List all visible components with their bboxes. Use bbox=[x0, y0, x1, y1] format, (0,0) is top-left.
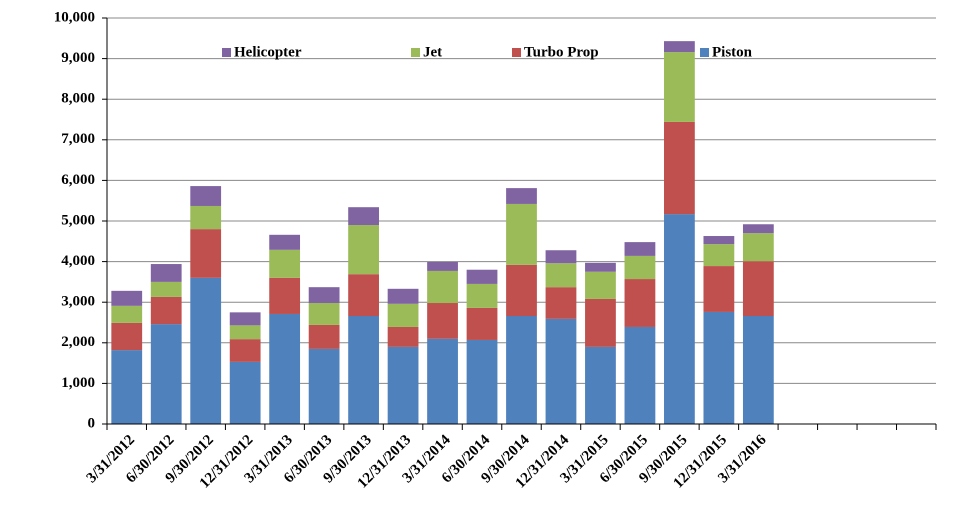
bar-segment bbox=[190, 277, 222, 424]
y-tick-label: 7,000 bbox=[61, 131, 95, 147]
y-tick-label: 1,000 bbox=[61, 375, 95, 391]
bar-segment bbox=[624, 242, 656, 256]
legend-label: Jet bbox=[423, 44, 442, 60]
bar-segment bbox=[348, 225, 379, 275]
bar-segment bbox=[111, 350, 143, 424]
bar-segment bbox=[427, 262, 458, 271]
bar-segment bbox=[387, 346, 419, 424]
bar-segment bbox=[387, 303, 419, 327]
bar-segment bbox=[506, 188, 537, 204]
bar-segment bbox=[269, 277, 301, 314]
bar-segment bbox=[585, 346, 616, 424]
bar-segment bbox=[190, 205, 222, 230]
bar-segment bbox=[229, 361, 261, 424]
bar-segment bbox=[664, 121, 695, 215]
y-tick-label: 8,000 bbox=[61, 91, 95, 107]
bar-segment bbox=[624, 326, 656, 424]
legend-label: Piston bbox=[712, 44, 753, 60]
bar-segment bbox=[466, 283, 498, 308]
bar-segment bbox=[466, 339, 498, 424]
bar-segment bbox=[703, 244, 735, 267]
bar-segment bbox=[585, 262, 616, 272]
bar-segment bbox=[348, 274, 379, 317]
y-tick-label: 10,000 bbox=[54, 9, 95, 25]
y-tick-label: 2,000 bbox=[61, 334, 95, 350]
bar-segment bbox=[308, 287, 340, 304]
bar-segment bbox=[269, 313, 301, 424]
bar-segment bbox=[308, 348, 340, 424]
bar-segment bbox=[387, 288, 419, 304]
bar-segment bbox=[545, 287, 577, 319]
bar-segment bbox=[585, 298, 616, 347]
bar-segment bbox=[308, 303, 340, 325]
bar-segment bbox=[506, 264, 537, 317]
bar-segment bbox=[348, 316, 379, 424]
y-tick-label: 9,000 bbox=[61, 50, 95, 66]
bar-segment bbox=[466, 307, 498, 340]
bar-segment bbox=[269, 249, 301, 278]
y-tick-label: 4,000 bbox=[61, 253, 95, 269]
bar-segment bbox=[190, 229, 222, 278]
legend-label: Turbo Prop bbox=[524, 44, 599, 60]
bar-segment bbox=[150, 324, 182, 424]
bar-segment bbox=[545, 250, 577, 264]
bar-segment bbox=[703, 266, 735, 312]
bar-segment bbox=[427, 270, 458, 304]
bar-segment bbox=[664, 214, 695, 424]
bar-segment bbox=[111, 290, 143, 306]
bar-segment bbox=[506, 203, 537, 265]
bar-segment bbox=[269, 234, 301, 250]
bar-segment bbox=[190, 186, 222, 206]
bar-segment bbox=[150, 296, 182, 325]
bar-segment bbox=[742, 233, 774, 262]
y-tick-label: 0 bbox=[88, 415, 96, 431]
bar-segment bbox=[229, 325, 261, 340]
legend-swatch bbox=[512, 48, 521, 57]
bar-segment bbox=[506, 316, 537, 424]
y-tick-label: 6,000 bbox=[61, 172, 95, 188]
bar-segment bbox=[150, 281, 182, 297]
bar-segment bbox=[703, 311, 735, 424]
legend-label: Helicopter bbox=[234, 44, 302, 60]
bar-segment bbox=[545, 318, 577, 424]
bar-segment bbox=[664, 52, 695, 122]
bar-segment bbox=[545, 263, 577, 288]
bar-segment bbox=[703, 236, 735, 245]
bar-segment bbox=[111, 305, 143, 323]
legend-swatch bbox=[411, 48, 420, 57]
bar-segment bbox=[308, 324, 340, 349]
bar-segment bbox=[150, 264, 182, 282]
legend-swatch bbox=[700, 48, 709, 57]
bar-segment bbox=[742, 316, 774, 424]
bar-segment bbox=[111, 322, 143, 351]
bar-segment bbox=[624, 279, 656, 327]
bar-segment bbox=[229, 339, 261, 362]
y-tick-label: 3,000 bbox=[61, 294, 95, 310]
bar-segment bbox=[427, 338, 458, 424]
bar-segment bbox=[229, 312, 261, 326]
bar-segment bbox=[427, 303, 458, 339]
bar-segment bbox=[585, 271, 616, 299]
bar-segment bbox=[742, 261, 774, 317]
bar-segment bbox=[466, 269, 498, 284]
bar-segment bbox=[348, 207, 379, 226]
y-tick-label: 5,000 bbox=[61, 212, 95, 228]
bar-segment bbox=[664, 41, 695, 53]
bar-segment bbox=[742, 224, 774, 234]
bar-segment bbox=[624, 255, 656, 280]
bar-segment bbox=[387, 326, 419, 347]
legend-swatch bbox=[222, 48, 231, 57]
